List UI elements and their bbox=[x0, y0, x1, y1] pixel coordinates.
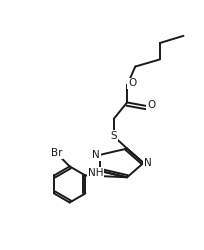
Text: Br: Br bbox=[51, 148, 62, 158]
Text: N: N bbox=[92, 150, 100, 160]
Text: O: O bbox=[146, 100, 155, 110]
Text: NH: NH bbox=[87, 168, 103, 178]
Text: N: N bbox=[143, 158, 151, 168]
Text: O: O bbox=[128, 78, 136, 88]
Text: S: S bbox=[110, 131, 117, 141]
